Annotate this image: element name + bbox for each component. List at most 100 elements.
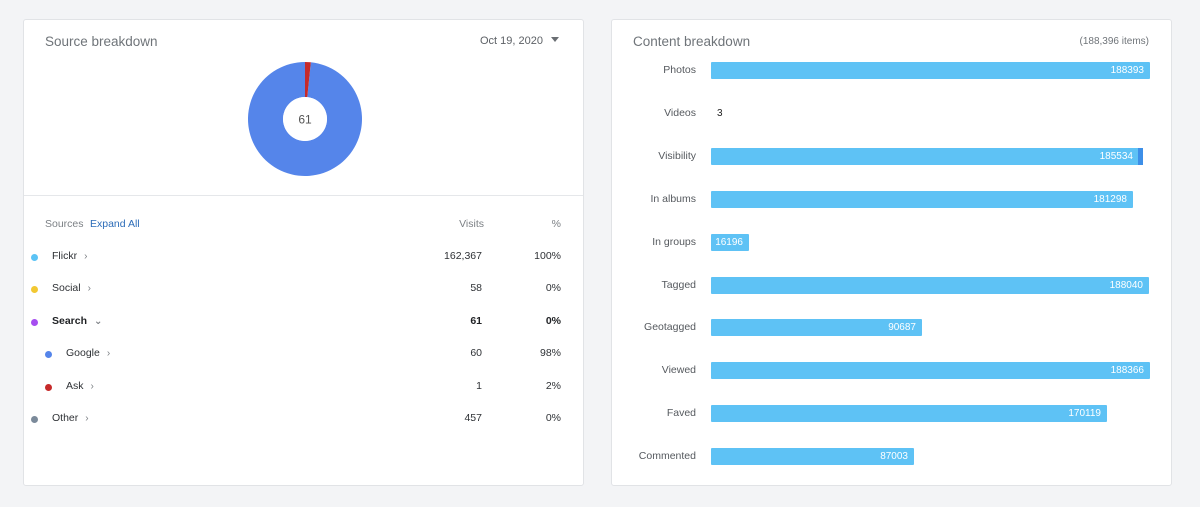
donut-slice-google[interactable] — [248, 62, 362, 176]
bar[interactable]: 185534 — [711, 147, 1143, 165]
divider — [24, 195, 583, 196]
source-name-label: Google — [66, 347, 100, 359]
source-visits: 1 — [476, 380, 482, 392]
source-name[interactable]: Ask › — [66, 380, 94, 392]
source-visits: 58 — [470, 282, 482, 294]
bar-row-visibility[interactable]: Visibility 185534 — [612, 147, 1171, 166]
caret-down-icon — [551, 37, 559, 42]
bar-row-faved[interactable]: Faved 170119 — [612, 405, 1171, 423]
source-pct: 0% — [545, 315, 561, 327]
bar-category-label: Faved — [666, 407, 696, 420]
source-color-dot — [45, 351, 52, 358]
source-name-label: Flickr — [52, 250, 78, 262]
source-breakdown-title: Source breakdown — [45, 34, 158, 49]
source-row-other[interactable]: Other › 457 0% — [24, 408, 583, 432]
source-color-dot — [31, 319, 38, 326]
sources-header: Sources — [45, 218, 84, 230]
bar-category-label: Geotagged — [644, 321, 696, 334]
chevron-right-icon[interactable]: › — [106, 348, 111, 359]
bar[interactable]: 90687 — [711, 319, 922, 337]
bar-row-commented[interactable]: Commented 87003 — [612, 448, 1171, 466]
bar-track: 170119 — [711, 405, 1150, 423]
bar[interactable]: 188040 — [711, 276, 1149, 294]
source-name-label: Ask — [66, 380, 84, 392]
bar-row-videos[interactable]: Videos 3 — [612, 105, 1171, 123]
source-pct: 2% — [545, 380, 561, 392]
bar-category-label: Viewed — [661, 364, 696, 377]
source-color-dot — [31, 286, 38, 293]
bar-track: 185534 — [711, 147, 1150, 165]
content-breakdown-title: Content breakdown — [633, 34, 751, 49]
bar-value-label: 87003 — [880, 451, 908, 463]
bar-value-label: 16196 — [715, 236, 743, 248]
source-name-label: Social — [52, 282, 81, 294]
bar[interactable]: 188393 — [711, 62, 1150, 79]
bar-value-label: 181298 — [1093, 193, 1127, 205]
source-pct: 0% — [545, 412, 561, 424]
bar-row-photos[interactable]: Photos 188393 — [612, 62, 1171, 80]
bar-row-in-albums[interactable]: In albums 181298 — [612, 190, 1171, 209]
bar-track: 87003 — [711, 448, 1150, 466]
content-breakdown-card: Content breakdown (188,396 items) Photos… — [611, 19, 1172, 486]
visits-header: Visits — [459, 218, 484, 230]
bar[interactable]: 16196 — [711, 233, 749, 251]
source-name[interactable]: Search ⌄ — [52, 315, 102, 327]
bar-value-label: 90687 — [888, 322, 916, 334]
bar-category-label: Tagged — [661, 278, 696, 291]
bar-category-label: Videos — [664, 106, 696, 119]
bar-track: 188393 — [711, 62, 1150, 79]
source-donut-chart: 61 — [248, 62, 362, 176]
source-row-search[interactable]: Search ⌄ 61 0% — [24, 311, 583, 335]
source-visits: 457 — [464, 412, 482, 424]
date-dropdown[interactable]: Oct 19, 2020 — [480, 35, 559, 47]
expand-all-link[interactable]: Expand All — [90, 218, 140, 230]
total-items-label: (188,396 items) — [1079, 36, 1149, 47]
source-name[interactable]: Google › — [66, 347, 110, 359]
bar-value-label: 185534 — [1099, 150, 1133, 162]
bar-row-viewed[interactable]: Viewed 188366 — [612, 362, 1171, 380]
bar-track: 16196 — [711, 233, 1150, 251]
bar-category-label: In albums — [650, 192, 696, 205]
source-color-dot — [31, 416, 38, 423]
source-color-dot — [45, 384, 52, 391]
bar[interactable]: 170119 — [711, 405, 1107, 423]
source-row-social[interactable]: Social › 58 0% — [24, 278, 583, 302]
source-name[interactable]: Social › — [52, 282, 91, 294]
bar-row-geotagged[interactable]: Geotagged 90687 — [612, 319, 1171, 337]
source-row-google[interactable]: Google › 60 98% — [24, 343, 583, 367]
source-breakdown-card: Source breakdown Oct 19, 2020 61 Sources… — [23, 19, 584, 486]
bar-value-label: 3 — [717, 107, 723, 119]
source-pct: 0% — [545, 282, 561, 294]
pct-header: % — [551, 218, 561, 230]
bar-track: 3 — [711, 105, 1150, 122]
bar[interactable]: 188366 — [711, 362, 1150, 380]
source-name[interactable]: Other › — [52, 412, 89, 424]
source-color-dot — [31, 254, 38, 261]
bar-track: 90687 — [711, 319, 1150, 337]
bar-value-label: 188366 — [1110, 365, 1144, 377]
bar-category-label: Photos — [663, 64, 696, 76]
source-name[interactable]: Flickr › — [52, 250, 87, 262]
bar-category-label: Commented — [638, 450, 696, 463]
donut-center-value: 61 — [298, 113, 312, 127]
source-visits: 60 — [470, 347, 482, 359]
bar[interactable]: 181298 — [711, 190, 1133, 208]
bar-row-in-groups[interactable]: In groups 16196 — [612, 233, 1171, 252]
bar-category-label: Visibility — [658, 149, 696, 162]
chevron-right-icon[interactable]: › — [90, 381, 94, 392]
chevron-right-icon[interactable]: › — [87, 283, 91, 294]
bar-track: 181298 — [711, 190, 1150, 208]
bar[interactable]: 87003 — [711, 448, 914, 466]
donut-slice-ask[interactable] — [305, 62, 311, 98]
chevron-right-icon[interactable]: › — [85, 413, 89, 424]
source-row-flickr[interactable]: Flickr › 162,367 100% — [24, 246, 583, 270]
bar-value-label: 188040 — [1109, 279, 1143, 291]
chevron-right-icon[interactable]: › — [84, 251, 88, 262]
bar-row-tagged[interactable]: Tagged 188040 — [612, 276, 1171, 295]
source-row-ask[interactable]: Ask › 1 2% — [24, 376, 583, 400]
source-name-label: Search — [52, 315, 88, 327]
date-value: Oct 19, 2020 — [480, 35, 543, 47]
bar-track: 188040 — [711, 276, 1150, 294]
chevron-down-icon[interactable]: ⌄ — [94, 316, 103, 327]
bar-track: 188366 — [711, 362, 1150, 380]
